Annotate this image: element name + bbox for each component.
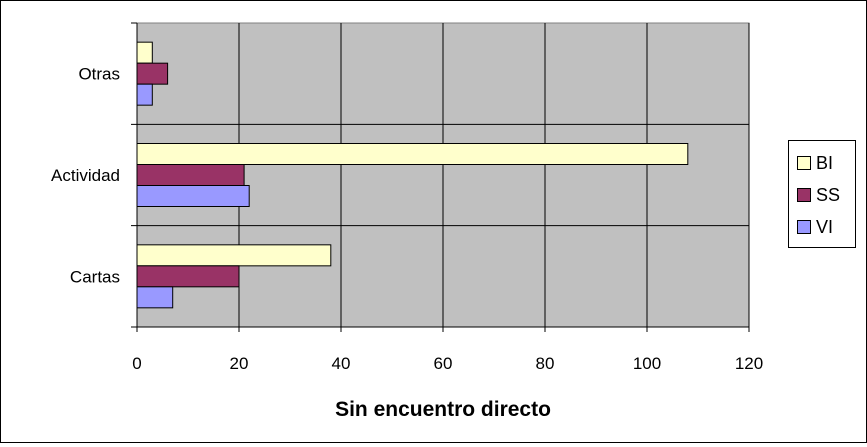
bar-ss-actividad bbox=[136, 164, 245, 186]
bar-ss-cartas bbox=[136, 265, 240, 288]
bar-ss-otras bbox=[136, 62, 169, 85]
legend-item-ss: SS bbox=[797, 183, 840, 207]
bars bbox=[136, 41, 689, 309]
x-tick-label: 120 bbox=[735, 354, 763, 373]
y-category-label: Otras bbox=[78, 65, 120, 84]
legend-item-vi: VI bbox=[797, 215, 833, 239]
legend: BI SS VI bbox=[788, 140, 856, 248]
y-category-labels: Otras Actividad Cartas bbox=[51, 65, 120, 287]
bar-vi-actividad bbox=[136, 185, 250, 207]
bar-bi-otras bbox=[136, 41, 153, 64]
bar-bi-cartas bbox=[136, 244, 332, 267]
legend-swatch bbox=[797, 188, 811, 202]
x-tick-label: 20 bbox=[230, 354, 249, 373]
bar-bi-actividad bbox=[136, 143, 689, 165]
x-tick-labels: 0 20 40 60 80 100 120 bbox=[132, 354, 763, 373]
x-axis-title: Sin encuentro directo bbox=[335, 398, 551, 421]
axes bbox=[131, 22, 750, 332]
y-category-label: Actividad bbox=[51, 166, 120, 185]
bar-vi-cartas bbox=[136, 286, 174, 309]
legend-label: VI bbox=[816, 216, 834, 237]
y-category-label: Cartas bbox=[70, 267, 120, 286]
legend-label: BI bbox=[816, 152, 834, 173]
x-tick-label: 100 bbox=[633, 354, 661, 373]
bar-vi-otras bbox=[136, 83, 153, 106]
x-tick-label: 80 bbox=[536, 354, 555, 373]
x-tick-label: 60 bbox=[434, 354, 453, 373]
legend-label: SS bbox=[816, 184, 841, 205]
legend-swatch bbox=[797, 156, 811, 170]
legend-swatch bbox=[797, 220, 811, 234]
x-tick-label: 0 bbox=[132, 354, 141, 373]
x-tick-label: 40 bbox=[332, 354, 351, 373]
legend-item-bi: BI bbox=[797, 151, 833, 175]
